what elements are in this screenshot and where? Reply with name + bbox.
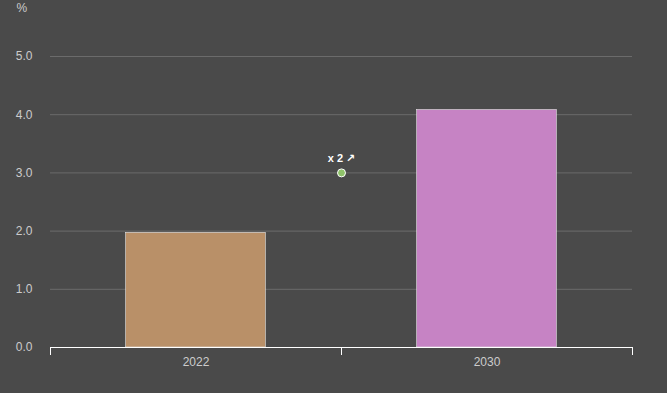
svg-text:2.0: 2.0 (16, 224, 33, 238)
svg-text:5.0: 5.0 (16, 49, 33, 63)
svg-text:4.0: 4.0 (16, 108, 33, 122)
svg-text:2030: 2030 (474, 355, 501, 369)
svg-text:1.0: 1.0 (16, 282, 33, 296)
svg-text:0.0: 0.0 (16, 340, 33, 354)
svg-text:2022: 2022 (183, 355, 210, 369)
svg-text:x 2 ↗: x 2 ↗ (328, 152, 356, 164)
svg-text:3.0: 3.0 (16, 166, 33, 180)
svg-text:%: % (17, 1, 28, 15)
